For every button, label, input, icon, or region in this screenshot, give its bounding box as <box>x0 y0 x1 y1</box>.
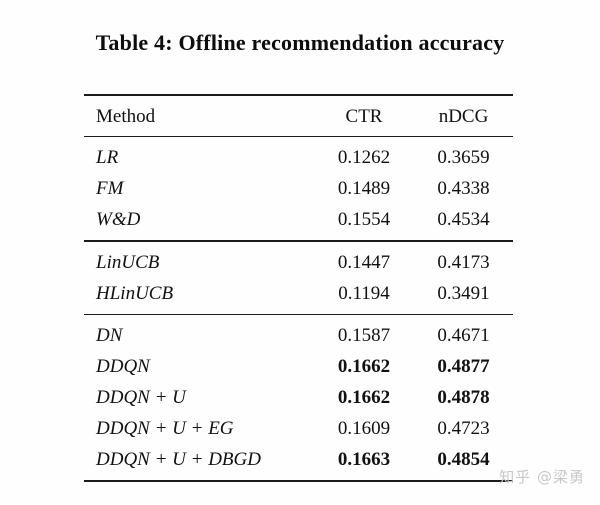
ctr-cell: 0.1662 <box>337 356 391 378</box>
method-cell: DDQN + U <box>96 387 186 409</box>
method-cell: DDQN + U + EG <box>96 418 234 440</box>
table-header-row: Method CTR nDCG <box>84 96 513 136</box>
table-section: LR 0.1262 0.3659 FM 0.1489 0.4338 W&D 0.1554 0.4… <box>84 137 513 240</box>
ctr-cell: 0.1554 <box>337 209 391 231</box>
table-row: DN 0.1587 0.4671 <box>84 320 513 351</box>
section-rule <box>84 313 513 316</box>
ctr-cell: 0.1662 <box>337 387 391 409</box>
ndcg-cell: 0.4854 <box>437 449 490 471</box>
ndcg-cell: 0.4878 <box>437 387 490 409</box>
header-rule <box>84 136 513 138</box>
method-cell: LR <box>96 147 119 169</box>
ctr-cell: 0.1489 <box>337 178 391 200</box>
method-cell: DDQN <box>96 356 150 378</box>
table-section: DN 0.1587 0.4671 DDQN 0.1662 0.4877 DDQN + U 0.… <box>84 315 513 480</box>
table-body: LR 0.1262 0.3659 FM 0.1489 0.4338 W&D 0.1554 0.4… <box>84 137 513 480</box>
ndcg-cell: 0.4338 <box>437 178 490 200</box>
table-row: DDQN + U 0.1662 0.4878 <box>84 382 513 413</box>
method-cell: W&D <box>96 209 141 231</box>
header-ndcg: nDCG <box>438 105 489 127</box>
method-cell: DN <box>96 325 123 347</box>
bottom-rule <box>84 480 513 483</box>
table-row: FM 0.1489 0.4338 <box>84 173 513 204</box>
header-method: Method <box>96 105 156 127</box>
table-row: DDQN + U + DBGD 0.1663 0.4854 <box>84 444 513 475</box>
table-caption: Table 4: Offline recommendation accuracy <box>95 30 505 55</box>
table-row: DDQN + U + EG 0.1609 0.4723 <box>84 413 513 444</box>
results-table: Method CTR nDCG LR 0.1262 0.3659 FM 0.1489 0.… <box>84 94 513 483</box>
method-cell: DDQN + U + DBGD <box>96 449 261 471</box>
table-section: LinUCB 0.1447 0.4173 HLinUCB 0.1194 0.3491 <box>84 242 513 314</box>
ndcg-cell: 0.4723 <box>437 418 490 440</box>
ndcg-cell: 0.4173 <box>437 251 490 273</box>
ndcg-cell: 0.4671 <box>437 325 490 347</box>
section-rule <box>84 240 513 242</box>
ndcg-cell: 0.4877 <box>437 356 490 378</box>
ctr-cell: 0.1194 <box>338 282 390 304</box>
method-cell: HLinUCB <box>96 282 174 304</box>
watermark: 知乎 @梁勇 <box>499 468 585 486</box>
table-row: LR 0.1262 0.3659 <box>84 142 513 173</box>
ndcg-cell: 0.4534 <box>437 209 490 231</box>
table-row: W&D 0.1554 0.4534 <box>84 204 513 235</box>
ndcg-cell: 0.3659 <box>437 147 490 169</box>
method-cell: LinUCB <box>96 251 160 273</box>
ctr-cell: 0.1609 <box>337 418 391 440</box>
ctr-cell: 0.1262 <box>337 147 391 169</box>
ctr-cell: 0.1587 <box>337 325 391 347</box>
top-rule <box>84 94 513 96</box>
header-ctr: CTR <box>345 105 383 127</box>
method-cell: FM <box>96 178 124 200</box>
ndcg-cell: 0.3491 <box>437 282 490 304</box>
table-row: HLinUCB 0.1194 0.3491 <box>84 278 513 309</box>
table-row: LinUCB 0.1447 0.4173 <box>84 247 513 278</box>
table-row: DDQN 0.1662 0.4877 <box>84 351 513 382</box>
ctr-cell: 0.1663 <box>337 449 391 471</box>
ctr-cell: 0.1447 <box>337 251 391 273</box>
